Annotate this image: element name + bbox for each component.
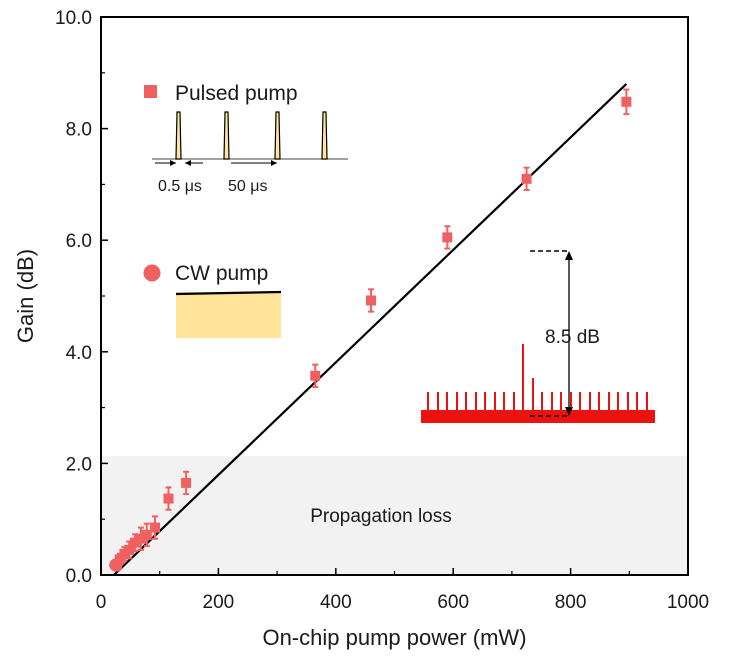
- y-tick-label: 2.0: [66, 454, 92, 475]
- pulsed-point: [521, 173, 532, 184]
- pulsed-point: [442, 232, 453, 243]
- pulsed-point: [366, 295, 377, 306]
- pulsed-point: [130, 537, 141, 548]
- cw-inset: [175, 290, 282, 338]
- pulse-period-label: 50 μs: [228, 178, 267, 195]
- legend-pulsed-marker: [144, 85, 157, 98]
- propagation-loss-label: Propagation loss: [310, 506, 452, 527]
- axis-tick-labels: 0 200 400 600 800 1000 0.0 2.0 4.0 6.0 8.0 10.0: [55, 8, 709, 613]
- x-tick-label: 200: [203, 592, 235, 613]
- y-tick-label: 6.0: [66, 231, 92, 252]
- linear-fit-line: [113, 83, 628, 576]
- pulsed-point: [135, 533, 146, 544]
- x-tick-label: 0: [96, 592, 107, 613]
- gain-annotation-arrow: [530, 250, 573, 417]
- data-points: [109, 88, 632, 572]
- pulsed-point: [141, 529, 152, 540]
- propagation-loss-region: [101, 456, 688, 575]
- pulsed-point: [124, 544, 135, 555]
- y-tick-label: 0.0: [66, 566, 92, 587]
- x-tick-label: 800: [555, 592, 587, 613]
- pulsed-point: [150, 522, 161, 533]
- pulse-width-label: 0.5 μs: [158, 178, 202, 195]
- spectrum-inset: [421, 344, 655, 423]
- pulsed-point: [310, 370, 321, 381]
- pulsed-point: [621, 96, 632, 107]
- legend-cw-label: CW pump: [175, 262, 268, 285]
- pulse: [321, 111, 328, 160]
- pulse: [223, 111, 230, 160]
- y-tick-label: 4.0: [66, 343, 92, 364]
- pulsed-point: [114, 554, 125, 565]
- legend-pulsed-label: Pulsed pump: [175, 82, 298, 105]
- pulse: [175, 111, 182, 160]
- gain-annotation-label: 8.5 dB: [545, 327, 600, 348]
- y-axis-title: Gain (dB): [13, 249, 38, 343]
- cw-point: [109, 558, 123, 572]
- y-tick-label: 8.0: [66, 120, 92, 141]
- x-axis-title: On-chip pump power (mW): [262, 625, 526, 650]
- x-tick-label: 1000: [667, 592, 709, 613]
- pulse: [274, 111, 281, 160]
- y-tick-label: 10.0: [55, 8, 92, 29]
- x-tick-label: 600: [437, 592, 469, 613]
- axis-ticks: [100, 16, 689, 576]
- x-tick-label: 400: [320, 592, 352, 613]
- legend-cw-marker: [143, 264, 161, 282]
- pulsed-point: [163, 493, 174, 504]
- pulse-train-inset: [152, 111, 348, 166]
- pulsed-point: [181, 477, 192, 488]
